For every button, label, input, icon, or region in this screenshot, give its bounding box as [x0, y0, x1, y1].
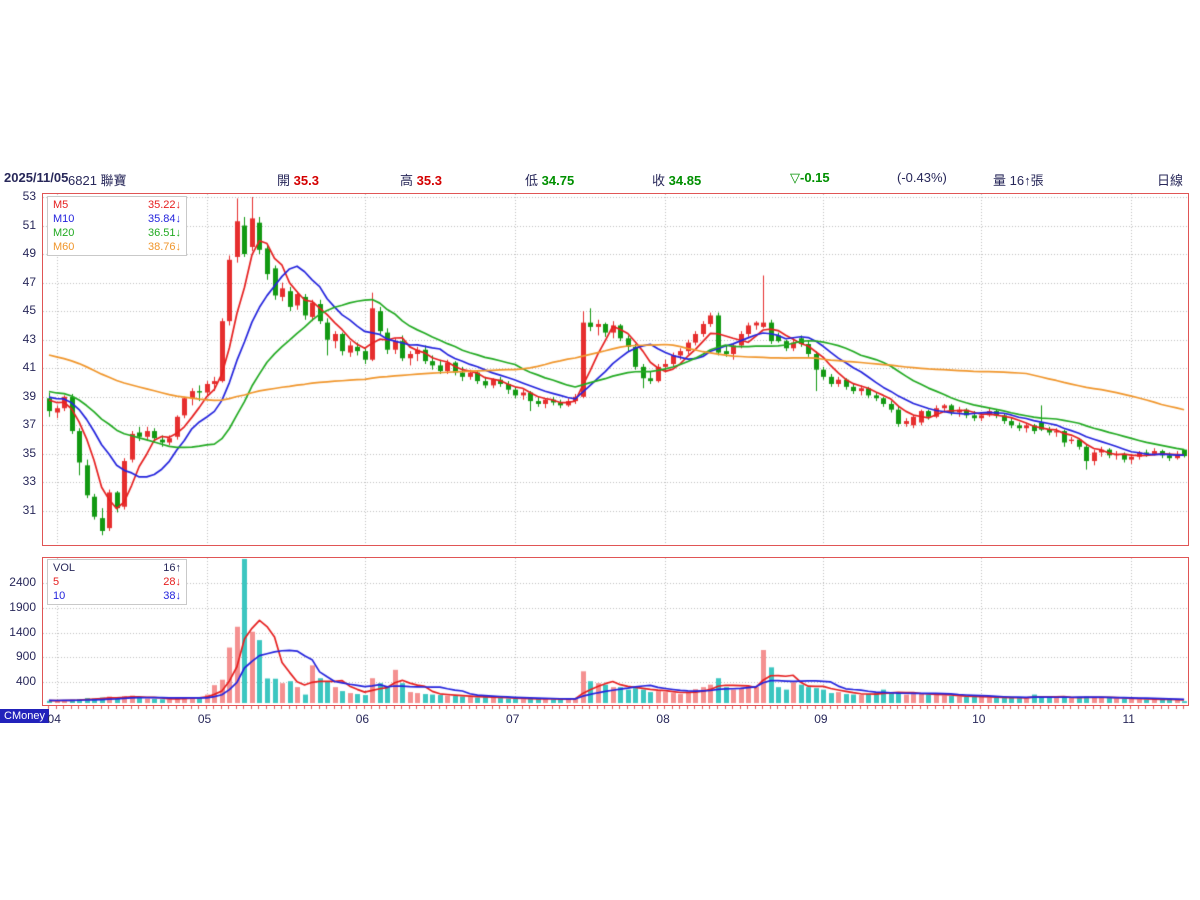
change-value: ▽-0.15	[790, 170, 830, 185]
price-axis-label: 35	[22, 445, 36, 460]
month-label: 07	[506, 712, 520, 726]
volume-axis-label: 900	[15, 649, 36, 664]
price-axis-label: 47	[22, 274, 36, 289]
vol-label: VOL	[53, 562, 76, 574]
price-chart-canvas[interactable]	[43, 194, 1188, 545]
ma-label: M10	[53, 213, 75, 225]
volume-axis-label: 2400	[9, 575, 36, 590]
volume-label: 量	[993, 173, 1007, 188]
ma-legend-row: M20 36.51↓	[53, 226, 181, 240]
quote-change: ▽-0.15	[790, 170, 830, 186]
price-axis-label: 51	[22, 217, 36, 232]
ma-value: 38.76↓	[147, 241, 181, 253]
ma-value: 35.22↓	[147, 199, 181, 211]
price-axis-label: 31	[22, 502, 36, 517]
ma-legend-row: M10 35.84↓	[53, 212, 181, 226]
vol-legend-row: VOL 16↑	[53, 561, 181, 575]
month-label: 11	[1122, 712, 1135, 726]
high-value: 35.3	[416, 173, 442, 188]
ma-legend-row: M5 35.22↓	[53, 198, 181, 212]
vol-label: 5	[53, 576, 60, 588]
volume-axis-label: 1900	[9, 599, 36, 614]
vol-label: 10	[53, 590, 66, 602]
price-axis-label: 37	[22, 417, 36, 432]
low-value: 34.75	[541, 173, 575, 188]
quote-close: 收 34.85	[652, 170, 701, 189]
price-legend: M5 35.22↓ M10 35.84↓ M20 36.51↓ M60 38.76↓	[47, 196, 187, 256]
vol-legend-row: 5 28↓	[53, 575, 181, 589]
month-label: 09	[814, 712, 828, 726]
volume-panel	[42, 557, 1189, 706]
price-axis-label: 53	[22, 189, 36, 203]
price-axis-label: 43	[22, 331, 36, 346]
price-panel	[42, 193, 1189, 546]
vol-value: 38↓	[163, 590, 181, 602]
quote-high: 高 35.3	[400, 170, 442, 189]
volume-axis-label: 1400	[9, 624, 36, 639]
low-label: 低	[525, 173, 539, 188]
open-label: 開	[277, 173, 291, 188]
ma-label: M60	[53, 241, 75, 253]
volume-value: 16↑張	[1009, 173, 1044, 188]
month-label: 05	[197, 712, 212, 726]
ma-value: 35.84↓	[147, 213, 181, 225]
open-value: 35.3	[293, 173, 319, 188]
month-label: 06	[355, 712, 370, 726]
vol-legend-row: 10 38↓	[53, 589, 181, 603]
quote-date: 2025/11/05	[4, 170, 69, 185]
price-axis-label: 49	[22, 246, 36, 261]
stock-id-name: 6821 聯寶	[68, 173, 127, 188]
volume-legend: VOL 16↑ 5 28↓ 10 38↓	[47, 559, 187, 605]
ma-legend-row: M60 38.76↓	[53, 240, 181, 254]
close-value: 34.85	[668, 173, 702, 188]
quote-change-pct: (-0.43%)	[897, 170, 947, 185]
ma-value: 36.51↓	[147, 227, 181, 239]
volume-chart-canvas[interactable]	[43, 558, 1188, 705]
price-axis-label: 45	[22, 303, 36, 318]
quote-low: 低 34.75	[525, 170, 574, 189]
quote-open: 開 35.3	[277, 170, 319, 189]
day-tick-strip	[42, 706, 1187, 711]
high-label: 高	[400, 173, 414, 188]
period-selector[interactable]: 日線	[1157, 173, 1184, 188]
volume-axis-label: 400	[15, 674, 36, 689]
quote-volume: 量 16↑張	[993, 170, 1044, 189]
vol-value: 16↑	[163, 562, 181, 574]
cmoney-watermark: CMoney	[0, 709, 49, 723]
close-label: 收	[652, 173, 666, 188]
month-label: 10	[972, 712, 986, 726]
ma-label: M20	[53, 227, 75, 239]
month-label: 08	[656, 712, 670, 726]
price-axis-label: 33	[22, 474, 36, 489]
price-axis-label: 39	[22, 388, 36, 403]
vol-value: 28↓	[163, 576, 181, 588]
ma-label: M5	[53, 199, 69, 211]
price-axis-label: 41	[22, 360, 36, 375]
month-label: 04	[47, 712, 61, 726]
